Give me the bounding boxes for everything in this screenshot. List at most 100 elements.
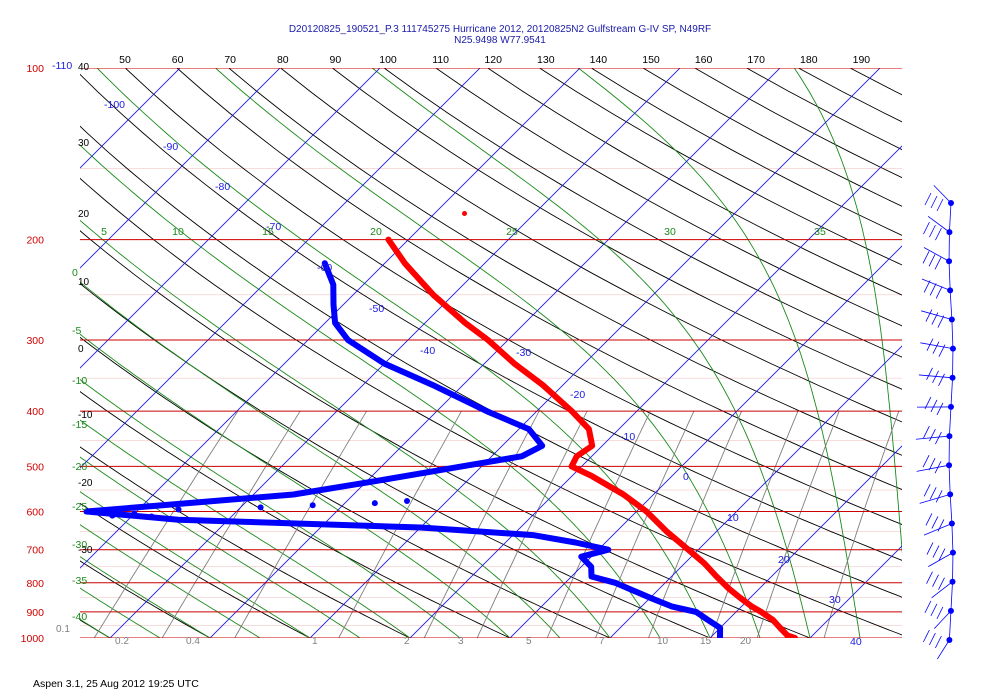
chart-title: D20120825_190521_P.3 111745275 Hurricane… (288, 24, 712, 35)
dewpoint-point (148, 513, 155, 520)
pressure-tick-label: 1000 (21, 633, 45, 645)
wind-barb-staff (951, 319, 954, 349)
wind-barb-flag (931, 312, 939, 325)
isotherm (809, 545, 902, 638)
moist-adiabat (80, 456, 361, 638)
dewpoint-point (257, 504, 264, 511)
isotherm-label: -90 (163, 141, 178, 153)
moist-adiabat (578, 68, 861, 638)
wind-barb-staff (928, 552, 954, 567)
wind-barb-flag (925, 513, 933, 526)
wind-barb-staff (937, 639, 950, 660)
isotherm (409, 145, 902, 638)
top-tick-label: 80 (277, 54, 289, 66)
mixing-ratio-label: 10 (657, 636, 669, 647)
wind-barb-flag (934, 257, 942, 270)
wind-barb-flag (935, 227, 942, 241)
isotherm-label: 30 (829, 594, 841, 606)
mixing-ratio-label: 0.2 (115, 636, 129, 647)
temperature-curve (385, 236, 798, 638)
dry-adiabat (332, 68, 902, 390)
isotherm-label: -30 (516, 347, 531, 359)
isotherm (309, 68, 881, 638)
moist-adiabat (80, 281, 561, 638)
dry-adiabat (124, 68, 902, 525)
dewpoint-point (13, 509, 19, 515)
mixing-ratio-line (476, 410, 588, 638)
dry-adiabat (383, 68, 902, 358)
moist-adiabat (80, 491, 311, 638)
wind-barb-staff (927, 215, 950, 233)
wind-barb-flag (932, 341, 940, 354)
mixing-ratio-label: 20 (740, 636, 752, 647)
dry-adiabat (539, 68, 902, 266)
temperature-point (461, 211, 467, 217)
wind-barb-flag (935, 286, 943, 299)
wind-barb-flag (925, 309, 933, 322)
footer-text: Aspen 3.1, 25 Aug 2012 19:25 UTC (33, 678, 199, 690)
dry-adiabat (798, 68, 902, 123)
wind-barb-staff (951, 523, 954, 553)
dry-adiabat (80, 177, 902, 636)
moist-adiabat (793, 68, 902, 555)
moist-adiabat (96, 68, 711, 638)
top-tick-label: 50 (119, 54, 131, 66)
moist-adiabat (80, 587, 161, 638)
wind-barb-staff (948, 610, 952, 641)
isotherm-label: 40 (850, 636, 862, 648)
moist-adiabat (80, 556, 211, 638)
wind-barb-staff (923, 523, 953, 536)
moist-adiabat (80, 219, 611, 638)
isotherm-label: -70 (266, 221, 281, 233)
isotherm (80, 68, 281, 269)
wind-barb-flag (932, 574, 939, 587)
dry-adiabat-label: 30 (78, 138, 90, 149)
wind-barb-staff (923, 247, 950, 262)
mixing-ratio-line (595, 411, 695, 638)
top-tick-label: 100 (379, 54, 397, 66)
dry-adiabat (849, 68, 902, 96)
wind-barb-flag (937, 315, 945, 328)
isotherm-label: 10 (727, 512, 739, 524)
wind-barb-flag (923, 484, 931, 497)
moist-adiabat-label: 10 (172, 226, 184, 238)
wind-barb-staff (933, 185, 952, 204)
dry-adiabat (280, 68, 902, 423)
wind-barb-flag (923, 280, 931, 293)
dry-adiabat-label: -30 (78, 545, 93, 556)
wind-barb-flag (935, 490, 943, 503)
dry-adiabat-label: -10 (78, 410, 93, 421)
dry-adiabat (176, 68, 902, 490)
wind-barb-flag (926, 338, 934, 351)
pressure-tick-label: 500 (26, 461, 44, 473)
sounding-data (13, 211, 798, 638)
top-tick-label: 190 (853, 54, 871, 66)
pressure-tick-label: 900 (26, 607, 44, 619)
dry-adiabat-label: 0 (78, 344, 84, 355)
dry-adiabat (80, 502, 311, 638)
top-tick-label: 70 (224, 54, 236, 66)
mixing-ratio-label: 3 (458, 636, 464, 647)
dry-adiabat (80, 230, 812, 638)
top-tick-label: 120 (484, 54, 502, 66)
dry-adiabat (642, 68, 902, 207)
moist-adiabat-label: 35 (814, 226, 826, 238)
mixing-ratio-line (710, 411, 799, 638)
dry-adiabat (591, 68, 902, 236)
wind-barb-flag (938, 548, 946, 561)
wind-barb-flag (936, 402, 944, 416)
top-tick-label: 150 (642, 54, 660, 66)
pressure-tick-label: 800 (26, 578, 44, 590)
top-tick-label: 160 (695, 54, 713, 66)
wind-barb-staff (948, 465, 951, 495)
dry-adiabat (80, 336, 612, 638)
wind-barb-flag (938, 344, 946, 357)
top-tick-label: 90 (330, 54, 342, 66)
wind-barb-flag (929, 632, 936, 646)
moist-adiabat-label: 30 (664, 226, 676, 238)
wind-barb-flag (936, 606, 944, 620)
wind-barb-flag (930, 399, 938, 413)
moist-adiabat-label: -15 (72, 419, 87, 431)
